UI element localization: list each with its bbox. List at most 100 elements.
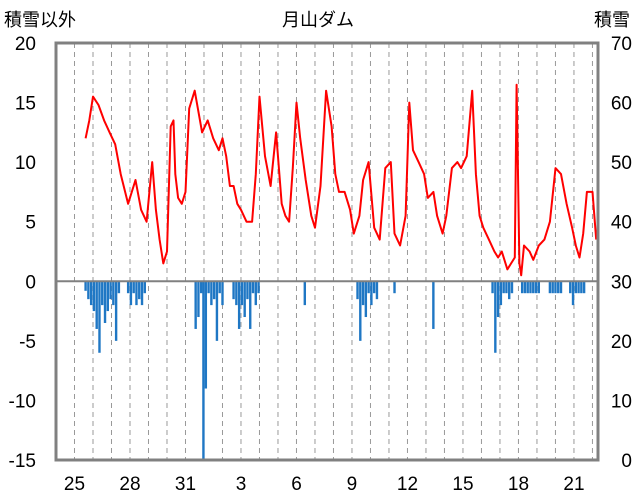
bar bbox=[204, 281, 208, 389]
left-tick-label: 15 bbox=[15, 94, 36, 115]
bar bbox=[221, 281, 224, 306]
bar bbox=[520, 281, 524, 294]
bar bbox=[254, 281, 257, 306]
bar bbox=[494, 281, 497, 353]
right-axis: 70 60 50 40 30 20 10 0 bbox=[611, 34, 632, 472]
bar bbox=[551, 281, 554, 294]
right-tick-label: 20 bbox=[611, 332, 632, 353]
left-tick-label: 10 bbox=[15, 153, 36, 174]
x-tick-label: 18 bbox=[508, 474, 529, 495]
bar bbox=[138, 281, 141, 300]
bar bbox=[251, 281, 255, 294]
bar bbox=[89, 281, 93, 306]
bar bbox=[508, 281, 511, 300]
x-tick-label: 25 bbox=[64, 474, 85, 495]
bar bbox=[574, 281, 578, 294]
bar bbox=[218, 281, 221, 294]
left-tick-label: 5 bbox=[25, 213, 36, 234]
bar bbox=[109, 281, 112, 300]
bar bbox=[257, 281, 260, 294]
right-tick-label: 70 bbox=[611, 34, 632, 55]
bar bbox=[526, 281, 529, 294]
bar bbox=[246, 281, 249, 300]
bar bbox=[361, 281, 365, 306]
bar bbox=[210, 281, 213, 306]
bar bbox=[84, 281, 87, 291]
line-series bbox=[84, 83, 598, 277]
bar bbox=[559, 281, 563, 294]
bar bbox=[505, 281, 508, 294]
bar bbox=[557, 281, 560, 294]
right-tick-label: 30 bbox=[611, 272, 632, 293]
right-tick-label: 50 bbox=[611, 153, 632, 174]
x-tick-label: 3 bbox=[236, 474, 247, 495]
left-tick-label: -5 bbox=[19, 332, 36, 353]
bar bbox=[106, 281, 109, 312]
bar bbox=[92, 281, 96, 312]
bar-series bbox=[84, 281, 586, 460]
bar bbox=[243, 281, 246, 318]
bar bbox=[202, 281, 205, 460]
bar bbox=[532, 281, 535, 294]
bar bbox=[129, 281, 133, 306]
bar bbox=[126, 281, 130, 294]
x-axis: 25 28 31 3 6 9 12 15 18 21 bbox=[64, 474, 585, 495]
bar bbox=[534, 281, 538, 294]
bar bbox=[491, 281, 494, 294]
bar bbox=[577, 281, 580, 294]
x-tick-label: 12 bbox=[397, 474, 418, 495]
x-tick-label: 21 bbox=[563, 474, 584, 495]
bar bbox=[582, 281, 586, 294]
bar bbox=[303, 281, 307, 306]
bar bbox=[249, 281, 252, 329]
bar bbox=[112, 281, 115, 306]
left-tick-label: -15 bbox=[9, 451, 36, 472]
bar bbox=[393, 281, 396, 294]
right-axis-label: 積雪 bbox=[594, 10, 630, 31]
bar bbox=[370, 281, 373, 306]
bar bbox=[114, 281, 118, 341]
bar bbox=[537, 281, 541, 294]
left-tick-label: 0 bbox=[25, 272, 36, 293]
bar bbox=[571, 281, 575, 306]
right-tick-label: 0 bbox=[621, 451, 632, 472]
bar bbox=[523, 281, 527, 294]
x-tick-label: 28 bbox=[119, 474, 140, 495]
bar bbox=[548, 281, 552, 294]
left-tick-label: -10 bbox=[9, 391, 36, 412]
bar bbox=[140, 281, 144, 306]
bar bbox=[98, 281, 101, 353]
bar bbox=[197, 281, 200, 318]
bar bbox=[200, 281, 203, 294]
right-tick-label: 40 bbox=[611, 213, 632, 234]
bar bbox=[103, 281, 107, 323]
x-tick-label: 31 bbox=[175, 474, 196, 495]
bar bbox=[499, 281, 503, 306]
bar bbox=[212, 281, 216, 300]
bar bbox=[207, 281, 210, 294]
x-tick-label: 9 bbox=[347, 474, 358, 495]
x-tick-label: 15 bbox=[452, 474, 473, 495]
bar bbox=[135, 281, 138, 306]
bar bbox=[569, 281, 572, 294]
bar bbox=[95, 281, 98, 329]
bar bbox=[356, 281, 359, 300]
bar bbox=[502, 281, 505, 294]
bar bbox=[240, 281, 244, 306]
bar bbox=[132, 281, 135, 294]
bar bbox=[554, 281, 557, 294]
bar bbox=[367, 281, 370, 294]
plot-frame bbox=[54, 41, 600, 462]
bar bbox=[194, 281, 197, 329]
bar bbox=[432, 281, 435, 329]
bar bbox=[101, 281, 104, 306]
bar bbox=[87, 281, 90, 300]
left-axis: 20 15 10 5 0 -5 -10 -15 bbox=[9, 34, 36, 472]
bar bbox=[529, 281, 532, 294]
bar bbox=[232, 281, 235, 300]
bar bbox=[510, 281, 514, 294]
bar bbox=[580, 281, 583, 294]
bar bbox=[215, 281, 219, 341]
bar bbox=[235, 281, 238, 306]
bar bbox=[359, 281, 362, 341]
